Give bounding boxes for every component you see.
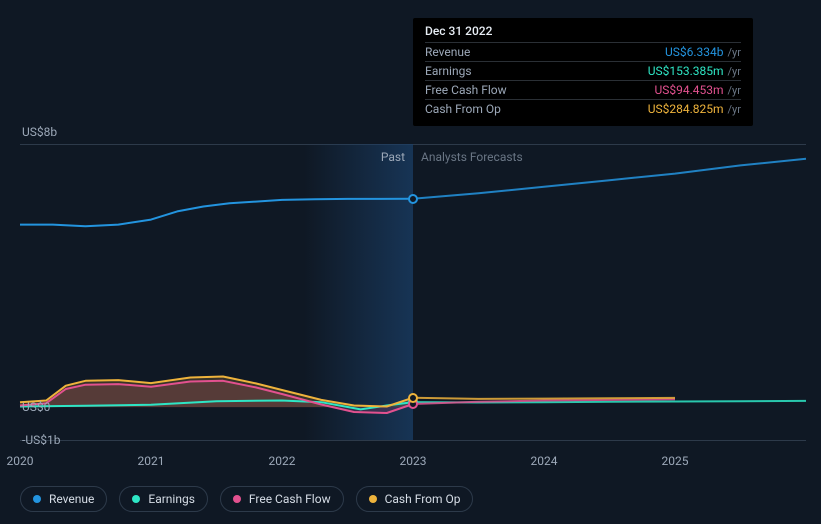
- legend-item-cfo[interactable]: Cash From Op: [356, 486, 474, 512]
- x-axis-label: 2020: [7, 454, 34, 468]
- tooltip-key: Revenue: [425, 45, 470, 59]
- tooltip-key: Earnings: [425, 64, 472, 78]
- marker-revenue: [408, 194, 418, 204]
- data-tooltip: Dec 31 2022 Revenue US$6.334b/yr Earnings U…: [413, 18, 753, 126]
- marker-cfo: [408, 393, 418, 403]
- legend-dot-icon: [233, 495, 241, 503]
- tooltip-key: Free Cash Flow: [425, 83, 507, 97]
- tooltip-row: Earnings US$153.385m/yr: [425, 61, 741, 80]
- tooltip-row: Cash From Op US$284.825m/yr: [425, 99, 741, 118]
- x-axis-label: 2022: [269, 454, 296, 468]
- tooltip-value: US$6.334b/yr: [665, 45, 741, 59]
- x-axis-label: 2025: [662, 454, 689, 468]
- legend-item-revenue[interactable]: Revenue: [20, 486, 107, 512]
- tooltip-value: US$153.385m/yr: [648, 64, 741, 78]
- y-axis-label: -US$1b: [22, 433, 60, 447]
- tooltip-row: Free Cash Flow US$94.453m/yr: [425, 80, 741, 99]
- legend-dot-icon: [369, 495, 377, 503]
- legend-label: Cash From Op: [385, 492, 461, 506]
- line-cfo-forecast: [413, 398, 675, 399]
- x-axis-label: 2023: [400, 454, 427, 468]
- tooltip-row: Revenue US$6.334b/yr: [425, 42, 741, 61]
- legend-dot-icon: [33, 495, 41, 503]
- tooltip-value: US$94.453m/yr: [654, 83, 741, 97]
- legend-label: Free Cash Flow: [249, 492, 331, 506]
- legend-label: Earnings: [148, 492, 195, 506]
- section-label-past: Past: [381, 150, 405, 164]
- legend-item-earnings[interactable]: Earnings: [119, 486, 208, 512]
- chart-legend: Revenue Earnings Free Cash Flow Cash From O…: [20, 486, 473, 512]
- legend-dot-icon: [132, 495, 140, 503]
- financials-forecast-chart: US$8b US$0 -US$1b 2020 2021 2022 2023 2024 20…: [0, 0, 821, 524]
- x-axis-label: 2024: [531, 454, 558, 468]
- section-label-forecast: Analysts Forecasts: [421, 150, 523, 164]
- y-axis-label: US$0: [22, 400, 50, 414]
- tooltip-date: Dec 31 2022: [425, 24, 741, 42]
- tooltip-value: US$284.825m/yr: [648, 102, 741, 116]
- y-axis-label: US$8b: [22, 125, 57, 139]
- legend-label: Revenue: [49, 492, 94, 506]
- line-revenue-forecast: [413, 159, 806, 199]
- tooltip-key: Cash From Op: [425, 102, 501, 116]
- line-revenue-past: [20, 199, 413, 226]
- x-axis-label: 2021: [138, 454, 165, 468]
- legend-item-fcf[interactable]: Free Cash Flow: [220, 486, 344, 512]
